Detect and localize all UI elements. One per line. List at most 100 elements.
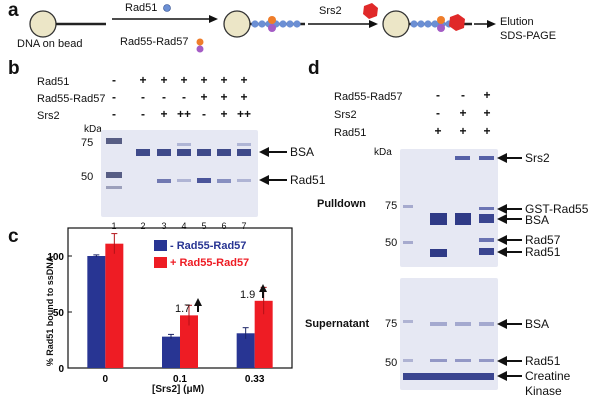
band-label-rad51: Rad51 xyxy=(290,173,326,187)
lane-number: 3 xyxy=(161,221,167,231)
d-row-label-srs2: Srs2 xyxy=(334,109,357,121)
b-condition-sign: + xyxy=(200,90,208,104)
panel-a-schematic xyxy=(29,3,496,53)
y-tick-label: 100 xyxy=(47,252,64,263)
b-condition-sign: + xyxy=(220,73,228,87)
legend-swatch xyxy=(154,257,167,268)
bar xyxy=(254,300,273,368)
panel-a-letter: a xyxy=(8,0,19,21)
band-label-rad57: Rad57 xyxy=(525,233,561,247)
legend-plus-label: + Rad55-Rad57 xyxy=(170,257,250,269)
lane-number: 1 xyxy=(111,221,117,231)
b-condition-sign: + xyxy=(200,73,208,87)
band-label-rad51-d: Rad51 xyxy=(525,245,561,259)
b-condition-sign: + xyxy=(220,90,228,104)
lane-number: 7 xyxy=(241,221,247,231)
bar xyxy=(180,315,198,368)
marker-75: 75 xyxy=(81,137,94,149)
dna-on-bead-label: DNA on bead xyxy=(17,38,83,50)
row-label-rad55-rad57: Rad55-Rad57 xyxy=(37,93,106,105)
d-condition-sign: - xyxy=(436,88,440,102)
b-condition-sign: - xyxy=(112,107,116,121)
b-condition-sign: + xyxy=(240,90,248,104)
band-label-srs2: Srs2 xyxy=(525,151,550,165)
d-condition-sign: + xyxy=(434,124,442,138)
d-sup-marker-50: 50 xyxy=(385,357,398,369)
d-sup-marker-75: 75 xyxy=(385,318,398,330)
panel-c-letter: c xyxy=(8,226,19,247)
d-condition-sign: - xyxy=(461,88,465,102)
d-condition-sign: - xyxy=(436,106,440,120)
b-condition-sign: + xyxy=(160,73,168,87)
b-condition-sign: ++ xyxy=(177,107,192,121)
pulldown-label: Pulldown xyxy=(317,198,366,210)
fold-label-1: 1.7 xyxy=(175,303,191,315)
sds-page-label: SDS-PAGE xyxy=(500,30,557,42)
rad55-rad57-label: Rad55-Rad57 xyxy=(120,36,189,48)
rad51-label: Rad51 xyxy=(125,2,158,14)
band-label-bsa-d: BSA xyxy=(525,213,550,227)
band-label-sup-bsa: BSA xyxy=(525,317,550,331)
b-condition-sign: - xyxy=(182,90,186,104)
b-condition-sign: - xyxy=(112,73,116,87)
elution-label: Elution xyxy=(500,16,534,28)
b-condition-sign: - xyxy=(141,90,145,104)
x-axis-label: [Srs2] (μM) xyxy=(152,384,205,395)
y-tick-label: 0 xyxy=(58,364,64,375)
lane-number: 2 xyxy=(140,221,146,231)
bar xyxy=(162,336,180,368)
d-condition-sign: + xyxy=(459,124,467,138)
row-label-rad51: Rad51 xyxy=(37,76,70,88)
x-tick-label: 0.1 xyxy=(173,374,187,385)
y-tick-label: 50 xyxy=(53,308,65,319)
rad55-icon xyxy=(437,16,445,24)
lane-number: 5 xyxy=(201,221,207,231)
band-label-kinase: Kinase xyxy=(525,384,562,398)
legend-swatch xyxy=(154,240,167,251)
band-label-gst-rad55: GST-Rad55 xyxy=(525,202,589,216)
supernatant-gel xyxy=(400,278,498,390)
panel-b-letter: b xyxy=(8,58,20,79)
b-condition-sign: - xyxy=(112,90,116,104)
b-condition-sign: - xyxy=(202,107,206,121)
bar xyxy=(105,243,124,368)
rad57-icon xyxy=(437,24,445,32)
fold-arrow-1-head xyxy=(194,298,202,306)
b-condition-sign: + xyxy=(139,73,147,87)
marker-50: 50 xyxy=(81,171,94,183)
band-label-bsa: BSA xyxy=(290,145,315,159)
bar xyxy=(236,333,255,368)
d-kda-label: kDa xyxy=(374,147,392,158)
srs2-icon xyxy=(449,14,465,31)
b-condition-sign: - xyxy=(141,107,145,121)
srs2-label: Srs2 xyxy=(319,5,342,17)
d-condition-sign: + xyxy=(483,106,491,120)
d-row-label-rad55-rad57: Rad55-Rad57 xyxy=(334,91,403,103)
rad55-icon xyxy=(268,16,276,24)
lane-number: 4 xyxy=(181,221,187,231)
b-condition-sign: ++ xyxy=(237,107,252,121)
band-label-sup-rad51: Rad51 xyxy=(525,354,561,368)
d-row-label-rad51: Rad51 xyxy=(334,127,367,139)
srs2-icon xyxy=(363,3,378,19)
rad51-icon xyxy=(163,4,171,12)
d-condition-sign: + xyxy=(459,106,467,120)
rad57-icon xyxy=(268,24,276,32)
b-condition-sign: - xyxy=(162,90,166,104)
panel-d-letter: d xyxy=(308,58,320,79)
rad55-icon xyxy=(196,38,204,46)
b-condition-sign: + xyxy=(220,107,228,121)
d-condition-sign: + xyxy=(483,124,491,138)
legend-minus-label: - Rad55-Rad57 xyxy=(170,240,247,252)
bar xyxy=(87,256,106,368)
lane-number: 6 xyxy=(221,221,227,231)
d-condition-sign: + xyxy=(483,88,491,102)
b-condition-sign: + xyxy=(240,73,248,87)
row-label-srs2: Srs2 xyxy=(37,110,60,122)
b-condition-sign: + xyxy=(180,73,188,87)
supernatant-label: Supernatant xyxy=(305,318,370,330)
band-label-creatine: Creatine xyxy=(525,369,571,383)
